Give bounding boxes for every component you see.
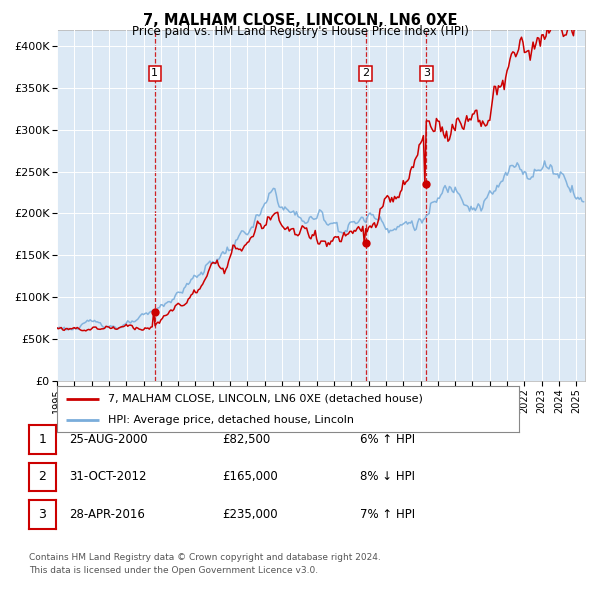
Text: 1: 1 (151, 68, 158, 78)
Text: This data is licensed under the Open Government Licence v3.0.: This data is licensed under the Open Gov… (29, 566, 318, 575)
Text: 7, MALHAM CLOSE, LINCOLN, LN6 0XE: 7, MALHAM CLOSE, LINCOLN, LN6 0XE (143, 13, 457, 28)
Text: 2: 2 (38, 470, 46, 483)
Text: Price paid vs. HM Land Registry's House Price Index (HPI): Price paid vs. HM Land Registry's House … (131, 25, 469, 38)
Text: 7% ↑ HPI: 7% ↑ HPI (360, 508, 415, 521)
Text: 31-OCT-2012: 31-OCT-2012 (69, 470, 146, 483)
Text: 8% ↓ HPI: 8% ↓ HPI (360, 470, 415, 483)
Text: £82,500: £82,500 (222, 433, 270, 446)
Text: 6% ↑ HPI: 6% ↑ HPI (360, 433, 415, 446)
Text: 2: 2 (362, 68, 369, 78)
Text: 3: 3 (38, 508, 46, 521)
Text: Contains HM Land Registry data © Crown copyright and database right 2024.: Contains HM Land Registry data © Crown c… (29, 553, 380, 562)
Text: £235,000: £235,000 (222, 508, 278, 521)
Text: £165,000: £165,000 (222, 470, 278, 483)
Text: 28-APR-2016: 28-APR-2016 (69, 508, 145, 521)
Text: 3: 3 (423, 68, 430, 78)
Text: 7, MALHAM CLOSE, LINCOLN, LN6 0XE (detached house): 7, MALHAM CLOSE, LINCOLN, LN6 0XE (detac… (108, 394, 422, 404)
Text: HPI: Average price, detached house, Lincoln: HPI: Average price, detached house, Linc… (108, 415, 354, 425)
Text: 25-AUG-2000: 25-AUG-2000 (69, 433, 148, 446)
Text: 1: 1 (38, 433, 46, 446)
